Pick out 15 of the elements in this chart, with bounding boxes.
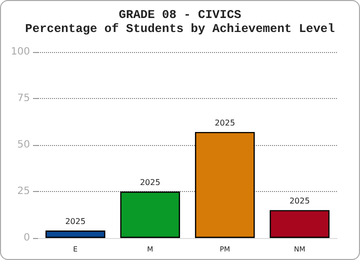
bar: [120, 192, 180, 238]
text: 2025: [214, 118, 236, 128]
bar: [194, 132, 255, 238]
text: 2025: [289, 196, 310, 206]
y-tick-label: 75: [17, 93, 30, 104]
bar: [270, 210, 330, 238]
chart-subtitle: Percentage of Students by Achievement Level: [25, 22, 335, 36]
chart-title: GRADE 08 - CIVICS: [118, 8, 242, 22]
y-tick-label: 25: [17, 186, 30, 197]
series-label: 2025: [65, 217, 86, 226]
bar: [45, 230, 106, 238]
y-tick-label: 50: [17, 140, 30, 150]
text: 2025: [140, 178, 160, 187]
y-tick-label: 100: [10, 46, 30, 58]
y-tick-label: 0: [24, 232, 30, 244]
